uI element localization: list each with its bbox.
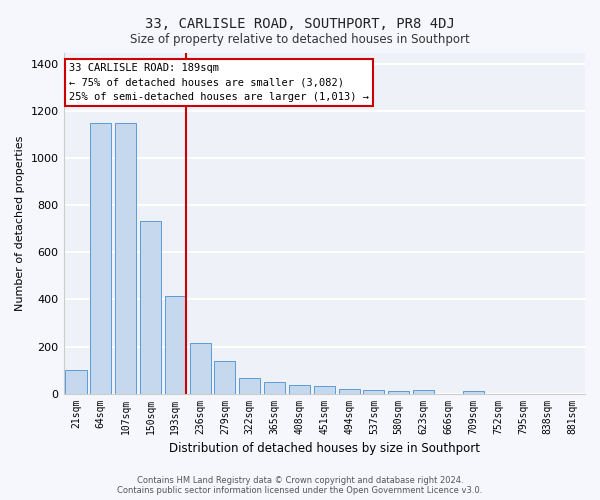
Bar [165,296,186,394]
Bar [115,123,136,394]
Bar [214,360,235,394]
Bar [90,123,112,394]
Bar [289,386,310,394]
Bar [140,220,161,394]
Bar [190,343,211,394]
Bar [364,390,385,394]
X-axis label: Distribution of detached houses by size in Southport: Distribution of detached houses by size … [169,442,480,455]
Bar [413,390,434,394]
Text: 33 CARLISLE ROAD: 189sqm
← 75% of detached houses are smaller (3,082)
25% of sem: 33 CARLISLE ROAD: 189sqm ← 75% of detach… [69,62,369,102]
Bar [463,390,484,394]
Bar [388,391,409,394]
Bar [65,370,86,394]
Bar [264,382,285,394]
Y-axis label: Number of detached properties: Number of detached properties [15,136,25,310]
Bar [338,389,359,394]
Text: Contains HM Land Registry data © Crown copyright and database right 2024.
Contai: Contains HM Land Registry data © Crown c… [118,476,482,495]
Text: Size of property relative to detached houses in Southport: Size of property relative to detached ho… [130,32,470,46]
Text: 33, CARLISLE ROAD, SOUTHPORT, PR8 4DJ: 33, CARLISLE ROAD, SOUTHPORT, PR8 4DJ [145,18,455,32]
Bar [314,386,335,394]
Bar [239,378,260,394]
